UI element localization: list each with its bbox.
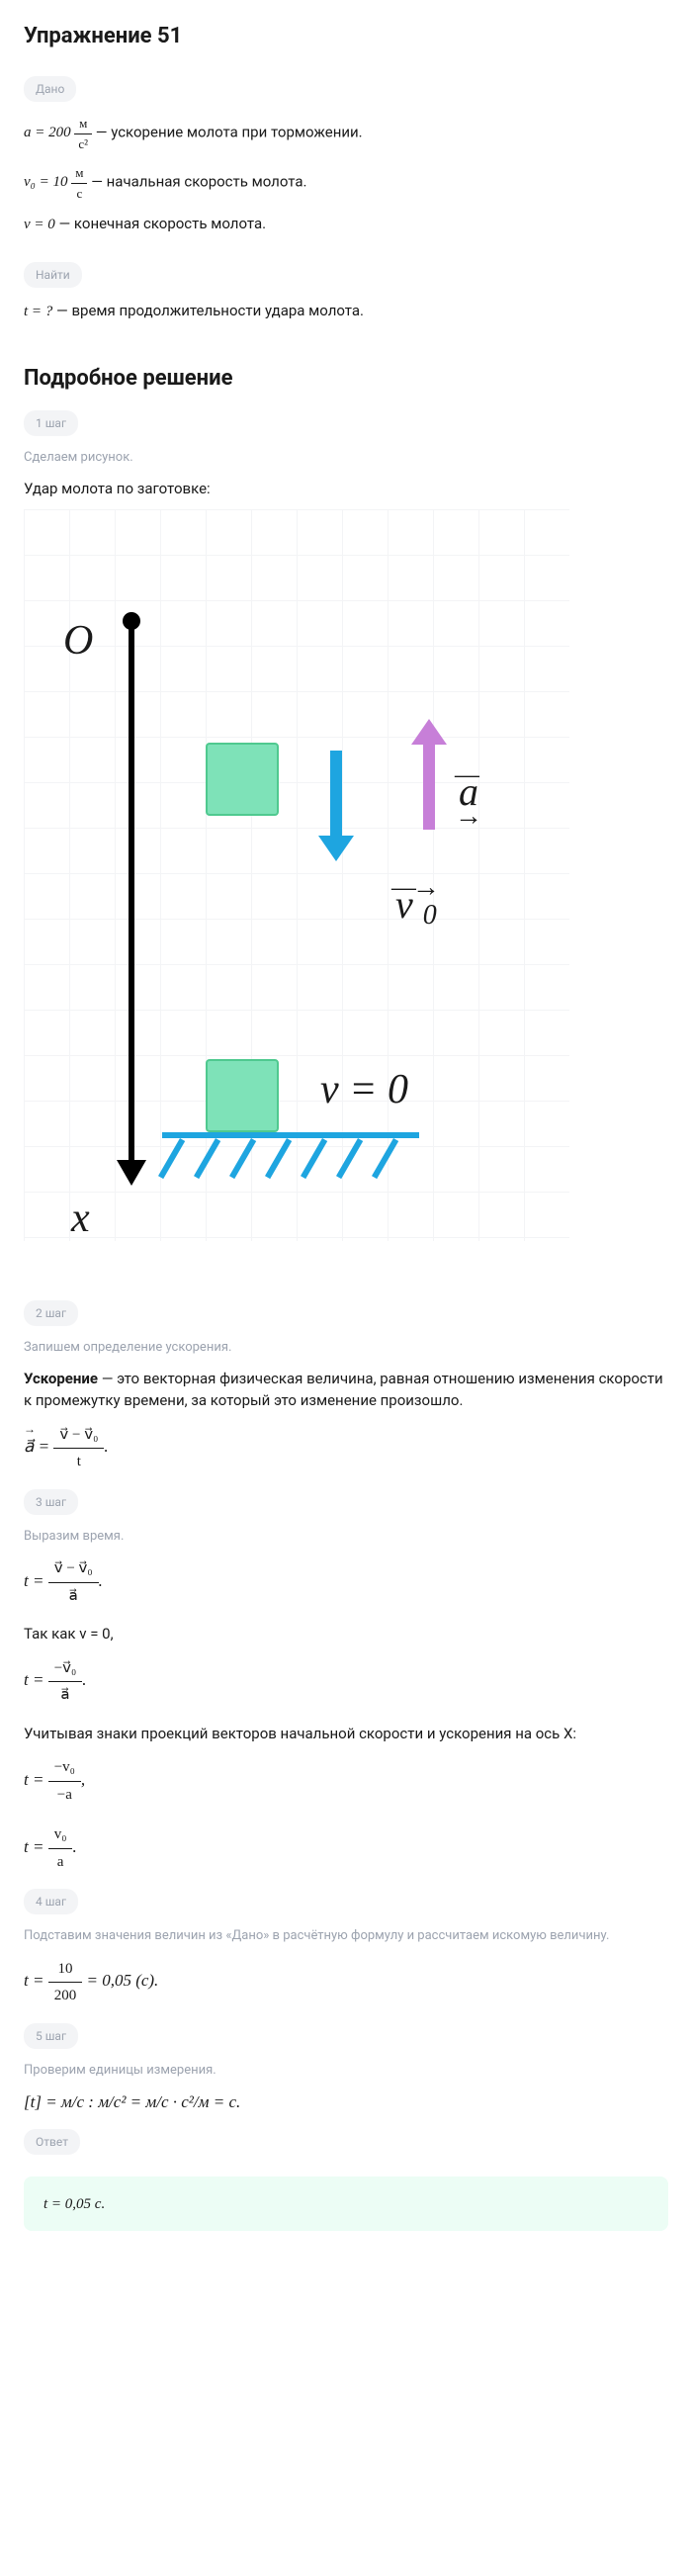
formula-units: [t] = м/с : м/с² = м/с · с²/м = с. <box>24 2089 668 2115</box>
answer-box: t = 0,05 с. <box>24 2176 668 2232</box>
x-axis-label: x <box>71 1188 90 1250</box>
step-instruction: Сделаем рисунок. <box>24 448 668 468</box>
solution-title: Подробное решение <box>24 362 668 395</box>
find-item: t = ? — время продолжительности удара мо… <box>24 300 668 323</box>
hatch-mark <box>265 1138 292 1179</box>
hatch-mark <box>158 1138 185 1179</box>
formula-calc: t = 10200 = 0,05 (с). <box>24 1956 668 2009</box>
given-label: Дано <box>24 76 76 102</box>
step-pill: 1 шаг <box>24 410 78 436</box>
x-axis-arrowhead <box>117 1160 146 1186</box>
step-body: Ускорение — это векторная физическая вел… <box>24 1368 668 1412</box>
step-pill: 2 шаг <box>24 1300 78 1326</box>
formula-t4: t = v₀a. <box>24 1821 668 1875</box>
acceleration-arrow <box>423 719 447 830</box>
exercise-title: Упражнение 51 <box>24 20 668 52</box>
hatch-mark <box>301 1138 327 1179</box>
physics-diagram: O x —→a —→v 0 v = 0 <box>24 509 569 1241</box>
step-instruction: Запишем определение ускорения. <box>24 1338 668 1358</box>
answer-label: Ответ <box>24 2129 80 2155</box>
given-item: a = 200 мс² — ускорение молота при тормо… <box>24 114 668 153</box>
step-pill: 5 шаг <box>24 2023 78 2049</box>
step-body: Удар молота по заготовке: <box>24 478 668 500</box>
workpiece-block <box>206 1059 279 1132</box>
hammer-block <box>206 743 279 816</box>
given-item: v₀ = 10 мс — начальная скорость молота. <box>24 163 668 203</box>
answer-text: t = 0,05 с. <box>43 2196 105 2212</box>
origin-label: O <box>63 610 93 672</box>
step-pill: 3 шаг <box>24 1489 78 1515</box>
formula-t1: t = v⃗ − v⃗₀a⃗. <box>24 1555 668 1609</box>
hatch-mark <box>194 1138 220 1179</box>
given-item: v = 0 — конечная скорость молота. <box>24 213 668 236</box>
projection-note: Учитывая знаки проекций векторов начальн… <box>24 1723 668 1745</box>
hatch-mark <box>336 1138 363 1179</box>
step-instruction: Подставим значения величин из «Дано» в р… <box>24 1926 668 1946</box>
hatch-mark <box>372 1138 398 1179</box>
formula-t2: t = −v⃗₀a⃗. <box>24 1655 668 1709</box>
since-text: Так как v = 0, <box>24 1623 668 1645</box>
a-vector-label: —→a <box>459 762 478 822</box>
hatch-mark <box>229 1138 256 1179</box>
step-pill: 4 шаг <box>24 1889 78 1914</box>
step-instruction: Проверим единицы измерения. <box>24 2061 668 2081</box>
v0-vector-label: —→v 0 <box>395 875 437 936</box>
formula-acceleration: a⃗ = v⃗ − v⃗₀t. <box>24 1422 668 1475</box>
v-equals-zero-label: v = 0 <box>320 1059 408 1121</box>
find-label: Найти <box>24 262 82 288</box>
step-instruction: Выразим время. <box>24 1527 668 1547</box>
formula-t3: t = −v₀−a, <box>24 1754 668 1808</box>
surface-line <box>162 1132 419 1138</box>
velocity-arrow <box>330 751 354 861</box>
x-axis-line <box>129 618 134 1168</box>
